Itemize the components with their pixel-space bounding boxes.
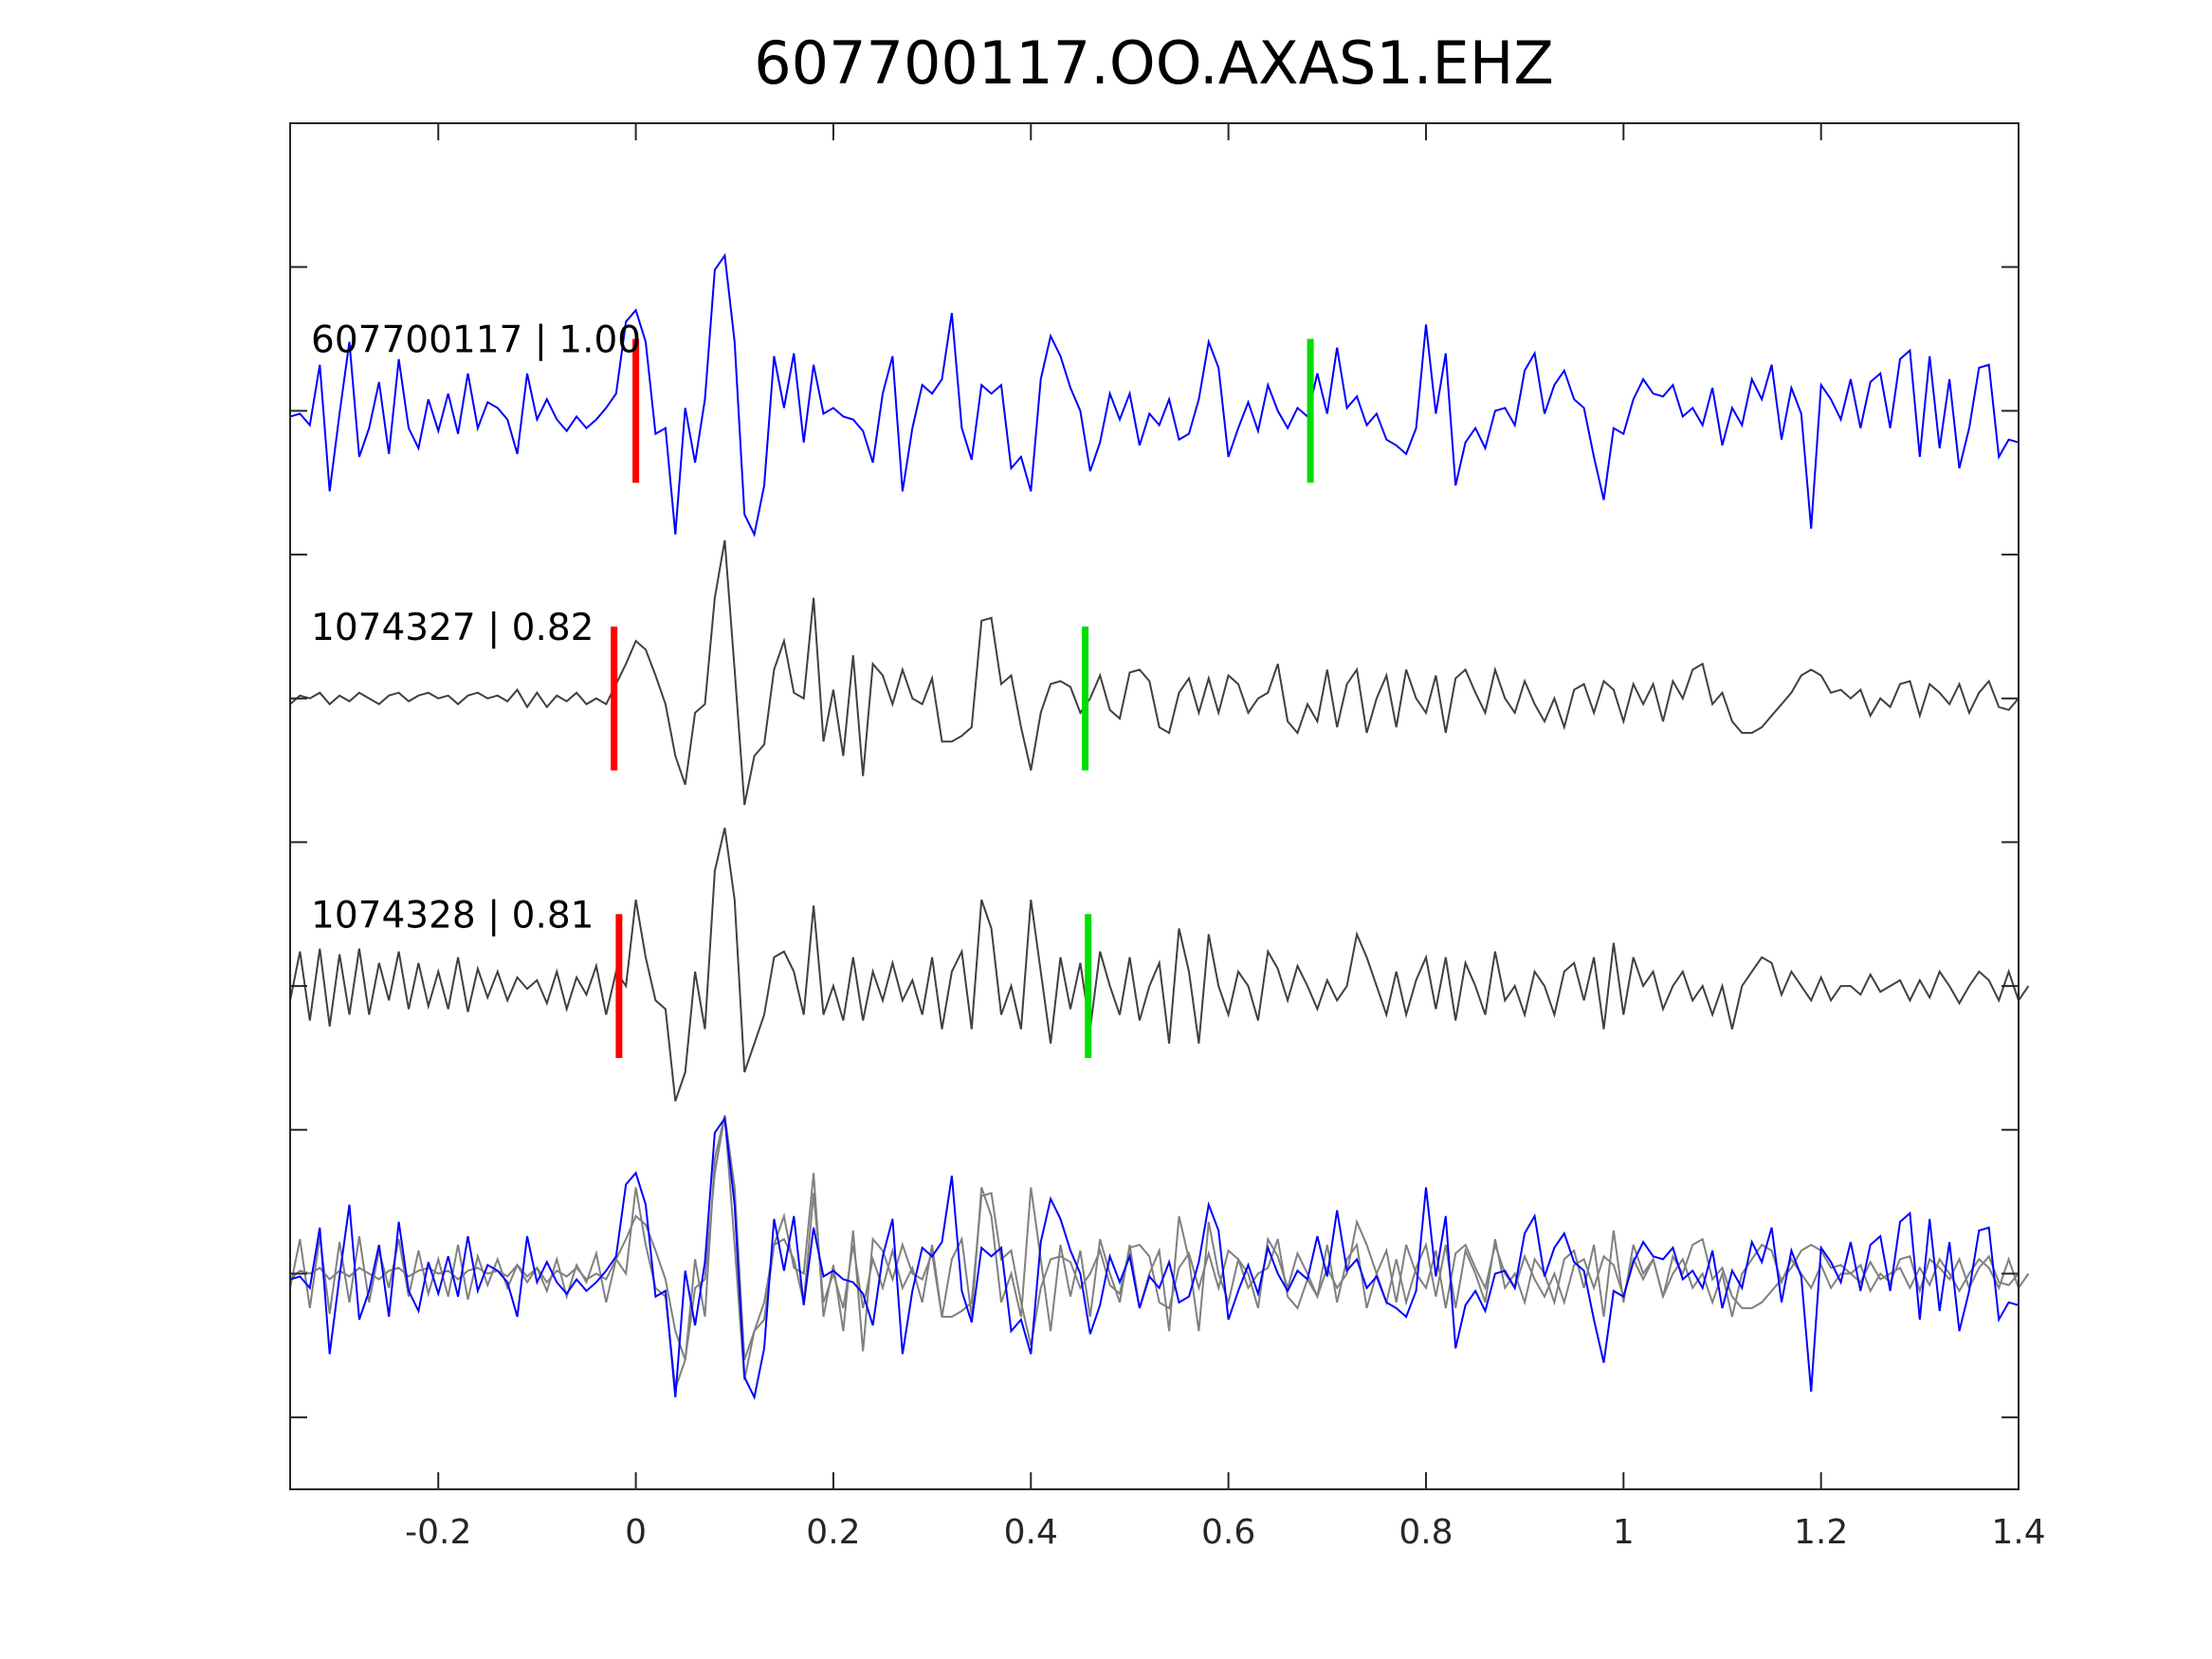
trace-1074327 bbox=[289, 539, 2020, 806]
overlay-trace-1074328 bbox=[289, 1115, 2030, 1390]
trace-label: 1074328 | 0.81 bbox=[311, 894, 594, 937]
x-tick-label: 1.2 bbox=[1794, 1513, 1848, 1552]
trace-label: 607700117 | 1.00 bbox=[311, 319, 641, 362]
trace-607700117 bbox=[289, 252, 2020, 538]
x-tick-label: 0.2 bbox=[806, 1513, 860, 1552]
x-tick-label: 0.8 bbox=[1398, 1513, 1453, 1552]
plot-area bbox=[289, 252, 2030, 1400]
trace-labels: 607700117 | 1.00 1074327 | 0.82 1074328 | … bbox=[311, 319, 641, 938]
x-tick-label: 1 bbox=[1613, 1513, 1635, 1552]
trace-label: 1074327 | 0.82 bbox=[311, 607, 594, 649]
overlay-trace-607700117 bbox=[289, 1115, 2020, 1400]
chart-title: 607700117.OO.AXAS1.EHZ bbox=[754, 28, 1554, 98]
axis-ticks: -0.2 0 0.2 0.4 0.6 0.8 1 1.2 1.4 bbox=[290, 123, 2046, 1552]
trace-1074328 bbox=[289, 828, 2030, 1102]
x-tick-label: 0.4 bbox=[1004, 1513, 1058, 1552]
x-tick-label: -0.2 bbox=[405, 1513, 471, 1552]
x-tick-label: 0 bbox=[625, 1513, 647, 1552]
x-tick-label: 0.6 bbox=[1201, 1513, 1255, 1552]
x-tick-label: 1.4 bbox=[1991, 1513, 2045, 1552]
axes-frame bbox=[289, 122, 2020, 1490]
